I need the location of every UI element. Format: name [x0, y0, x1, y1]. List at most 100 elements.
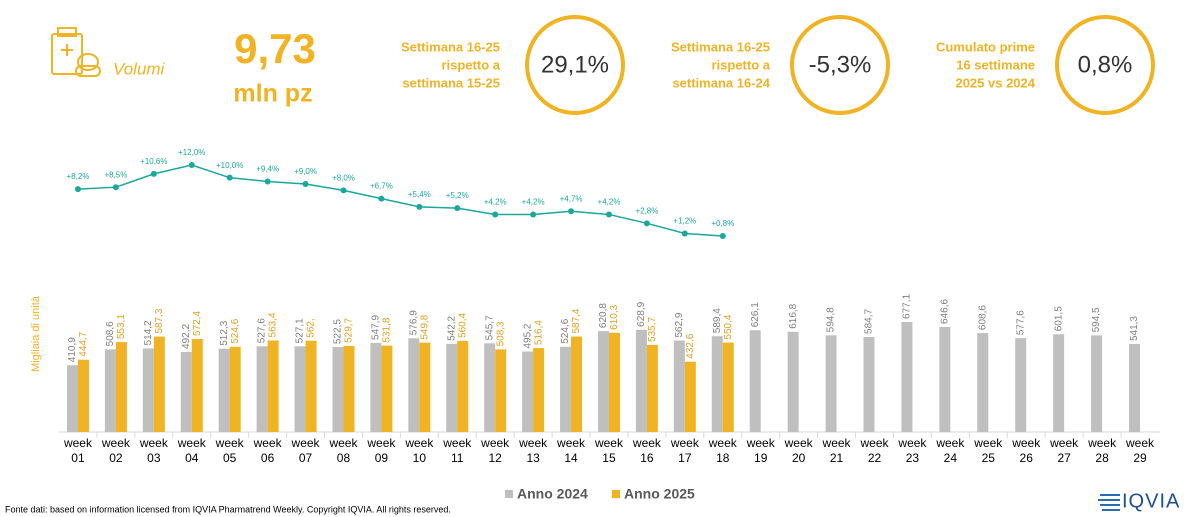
trend-label: +5,4% [408, 190, 431, 199]
footer-source: Fonte dati: based on information license… [5, 504, 451, 514]
bar [77, 359, 89, 432]
x-tick-label: week 16 [632, 436, 662, 465]
bar-value-label: 584,7 [864, 309, 875, 334]
x-tick-label: week 24 [935, 436, 965, 465]
bar [457, 340, 469, 432]
bar [684, 361, 696, 432]
bar-value-label: 576,9 [408, 310, 419, 335]
bar-value-label: 562, [306, 318, 317, 337]
bar-value-label: 527,1 [295, 318, 306, 343]
bar-value-label: 542,2 [446, 315, 457, 340]
bar-value-label: 560,4 [457, 312, 468, 337]
trend-point [112, 184, 119, 191]
bar-value-label: 529,7 [344, 317, 355, 342]
bar [408, 338, 420, 432]
bar-value-label: 589,4 [712, 308, 723, 333]
bar-value-label: 508,3 [495, 321, 506, 346]
bar-value-label: 594,8 [826, 307, 837, 332]
bar-value-label: 516,4 [533, 320, 544, 345]
x-tick-label: week 17 [670, 436, 700, 465]
bar-value-label: 432,6 [685, 333, 696, 358]
bar-value-label: 410,9 [67, 337, 78, 362]
trend-label: +10,6% [140, 157, 167, 166]
trend-point [605, 211, 612, 218]
bar-value-label: 495,2 [522, 323, 533, 348]
bar [597, 331, 609, 432]
kpi-label: rispetto a [441, 57, 500, 72]
bar [381, 345, 393, 432]
bar [446, 343, 458, 432]
kpi-label: settimana 16-24 [672, 75, 770, 90]
logo-stripes [1098, 494, 1120, 511]
bar [419, 342, 431, 432]
bar [711, 336, 723, 432]
bar-value-label: 572,4 [192, 311, 203, 336]
trend-point [150, 170, 157, 177]
trend-point [530, 211, 537, 218]
kpi-value: -5,3% [809, 51, 872, 78]
bar-value-label: 616,8 [788, 303, 799, 328]
bar-value-label: 512,3 [219, 320, 230, 345]
x-tick-label: week 25 [973, 436, 1003, 465]
bar [1129, 344, 1141, 432]
bar [256, 346, 268, 432]
bar [901, 321, 913, 432]
trend-label: +8,5% [104, 170, 127, 179]
logo: IQVIA [1122, 490, 1180, 512]
x-tick-label: week 28 [1087, 436, 1117, 465]
bar-value-label: 524,6 [230, 318, 241, 343]
x-tick-label: week 01 [63, 436, 93, 465]
volume-icon [51, 27, 101, 77]
kpi-label: Cumulato prime [936, 39, 1035, 54]
bar-value-label: 677,1 [902, 294, 913, 319]
x-tick-label: week 18 [708, 436, 738, 465]
trend-label: +10,0% [216, 161, 243, 170]
bar [495, 349, 507, 432]
kpi-circle [1055, 15, 1155, 115]
legend-swatch [505, 490, 513, 498]
bar-value-label: 550,4 [723, 314, 734, 339]
bar [370, 342, 382, 432]
bar [332, 347, 344, 432]
x-tick-label: week 05 [215, 436, 245, 465]
x-tick-label: week 07 [291, 436, 321, 465]
kpi-value: 0,8% [1078, 51, 1133, 78]
trend-label: +4,2% [598, 198, 621, 207]
bar-value-label: 646,6 [939, 298, 950, 323]
trend-point [492, 211, 499, 218]
trend-label: +0,8% [711, 219, 734, 228]
kpi-circle [790, 15, 890, 115]
bar-value-label: 594,5 [1091, 307, 1102, 332]
x-tick-label: week 22 [859, 436, 889, 465]
bar-value-label: 601,5 [1053, 306, 1064, 331]
bar [267, 340, 279, 432]
y-axis-label: Migliaia di unità [30, 295, 42, 372]
bar [787, 331, 799, 432]
x-tick-label: week 29 [1125, 436, 1155, 465]
bar-value-label: 535,7 [647, 316, 658, 341]
trend-label: +9,0% [294, 167, 317, 176]
header-value: 9,73 [234, 25, 316, 72]
bar-value-label: 628,9 [636, 301, 647, 326]
bar-value-label: 608,6 [977, 305, 988, 330]
x-tick-label: week 14 [556, 436, 586, 465]
bar-value-label: 545,7 [484, 315, 495, 340]
bar [863, 336, 875, 432]
trend-point [264, 178, 271, 185]
trend-point [454, 205, 461, 212]
bar [305, 340, 317, 432]
trend-label: +4,7% [560, 194, 583, 203]
bar [635, 329, 647, 432]
kpi-label: Settimana 16-25 [401, 39, 500, 54]
x-tick-label: week 15 [594, 436, 624, 465]
x-tick-label: week 27 [1049, 436, 1079, 465]
bar-value-label: 553,1 [116, 314, 127, 339]
x-tick-label: week 09 [366, 436, 396, 465]
bar [939, 326, 951, 432]
bar [343, 345, 355, 432]
bar-value-label: 541,3 [1129, 316, 1140, 341]
bar-value-label: 524,6 [560, 318, 571, 343]
kpi-value: 29,1% [541, 51, 609, 78]
legend-label: Anno 2024 [517, 486, 588, 502]
